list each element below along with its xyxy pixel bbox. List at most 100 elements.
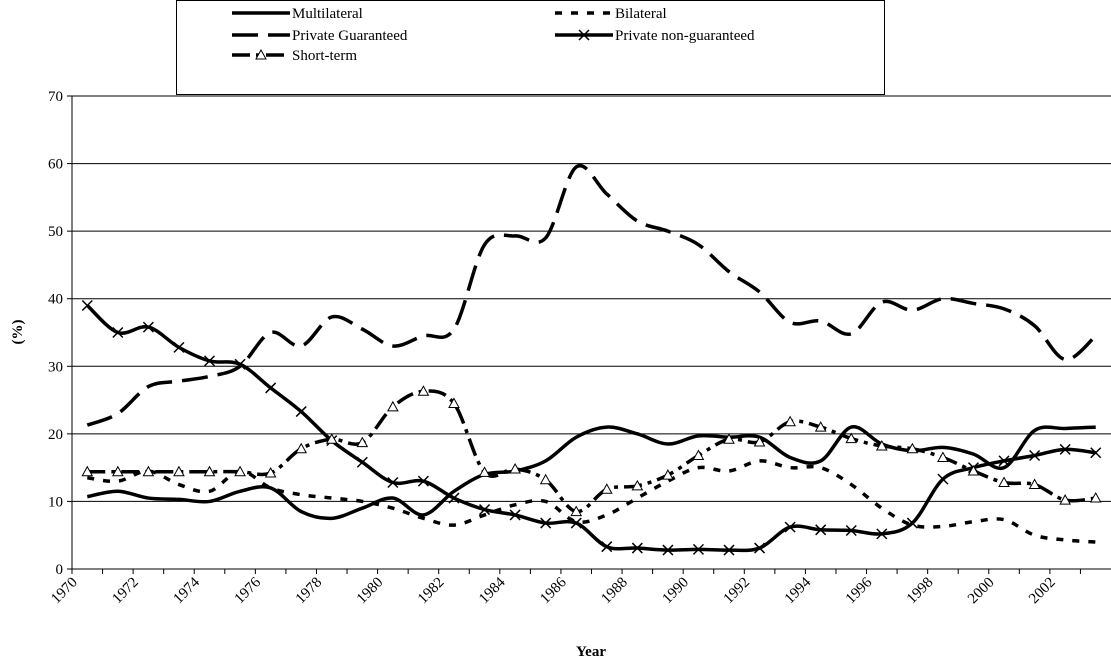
x-tick-label: 1986: [537, 574, 570, 607]
marker: [203, 355, 216, 367]
marker: [967, 464, 980, 476]
marker: [692, 543, 704, 555]
y-tick-label: 50: [48, 224, 63, 240]
marker: [1090, 447, 1102, 459]
marker: [600, 483, 613, 494]
y-tick-label: 60: [48, 157, 63, 173]
x-tick-label: 1976: [232, 574, 265, 607]
marker: [631, 542, 643, 554]
marker: [1028, 478, 1041, 490]
y-tick-label: 40: [48, 292, 63, 308]
x-axis-title: Year: [576, 644, 606, 660]
marker: [540, 517, 552, 529]
marker: [578, 29, 590, 41]
marker: [295, 442, 308, 454]
marker: [570, 517, 582, 529]
marker: [570, 505, 583, 517]
marker: [142, 321, 154, 333]
marker: [753, 435, 766, 447]
marker: [417, 475, 429, 487]
marker: [937, 473, 949, 485]
x-tick-label: 1974: [171, 574, 204, 607]
x-tick-label: 2002: [1026, 575, 1059, 608]
marker: [234, 358, 246, 370]
marker: [845, 524, 857, 537]
marker: [662, 544, 674, 556]
legend-label: Private Guaranteed: [292, 28, 408, 44]
marker: [203, 465, 216, 477]
y-tick-label: 10: [48, 494, 63, 510]
marker: [255, 48, 267, 60]
marker: [998, 476, 1010, 488]
marker: [1089, 492, 1102, 503]
marker: [478, 466, 491, 477]
y-tick-label: 0: [56, 562, 64, 578]
line: [87, 389, 1096, 514]
marker: [479, 504, 491, 516]
marker: [356, 436, 369, 448]
marker: [906, 517, 918, 529]
marker: [325, 433, 338, 444]
x-tick-label: 1984: [476, 574, 509, 607]
x-tick-label: 1998: [904, 575, 937, 608]
y-tick-label: 20: [48, 427, 63, 443]
legend-label: Short-term: [292, 48, 357, 64]
x-tick-label: 1982: [415, 575, 448, 608]
marker: [631, 479, 644, 491]
marker: [906, 442, 919, 454]
marker: [723, 433, 735, 444]
legend-label: Multilateral: [292, 6, 363, 22]
marker: [448, 492, 460, 504]
x-tick-label: 2000: [965, 575, 998, 608]
x-tick-label: 1996: [843, 574, 876, 607]
x-tick-label: 1990: [659, 575, 692, 608]
y-tick-label: 70: [48, 89, 63, 105]
marker: [662, 469, 674, 480]
x-tick-label: 1994: [782, 574, 815, 607]
marker: [539, 473, 552, 485]
marker: [417, 385, 430, 396]
legend-box: [176, 0, 885, 95]
marker: [784, 415, 796, 427]
marker: [1059, 494, 1072, 505]
marker: [937, 451, 949, 463]
marker: [112, 326, 124, 339]
line: [87, 459, 1096, 544]
marker: [1059, 443, 1071, 455]
marker: [876, 528, 888, 540]
x-tick-label: 1980: [354, 575, 387, 608]
marker: [448, 397, 460, 408]
x-tick-label: 1978: [293, 575, 326, 608]
x-tick-label: 1992: [721, 575, 754, 608]
x-tick-label: 1970: [48, 575, 81, 608]
marker: [814, 421, 827, 432]
marker: [723, 544, 735, 556]
marker: [815, 524, 827, 536]
line: [86, 163, 1097, 427]
marker: [81, 465, 94, 477]
legend-label: Private non-guaranteed: [615, 28, 755, 44]
line: [86, 425, 1096, 521]
x-tick-label: 1988: [598, 575, 631, 608]
marker: [387, 400, 399, 412]
x-tick-label: 1972: [109, 575, 142, 608]
marker: [509, 462, 521, 474]
marker: [875, 439, 888, 451]
marker: [601, 541, 613, 553]
marker: [998, 455, 1010, 467]
legend-label: Bilateral: [615, 6, 667, 22]
marker: [356, 456, 368, 468]
marker: [784, 521, 796, 533]
marker: [754, 542, 766, 554]
marker: [692, 449, 705, 460]
y-axis-title: (%): [10, 320, 26, 345]
marker: [264, 467, 277, 478]
marker: [845, 432, 858, 444]
line: [86, 304, 1096, 553]
marker: [387, 476, 399, 489]
marker: [1029, 449, 1041, 462]
marker: [295, 406, 307, 418]
marker: [81, 299, 93, 312]
marker: [265, 382, 277, 394]
marker: [173, 465, 185, 477]
